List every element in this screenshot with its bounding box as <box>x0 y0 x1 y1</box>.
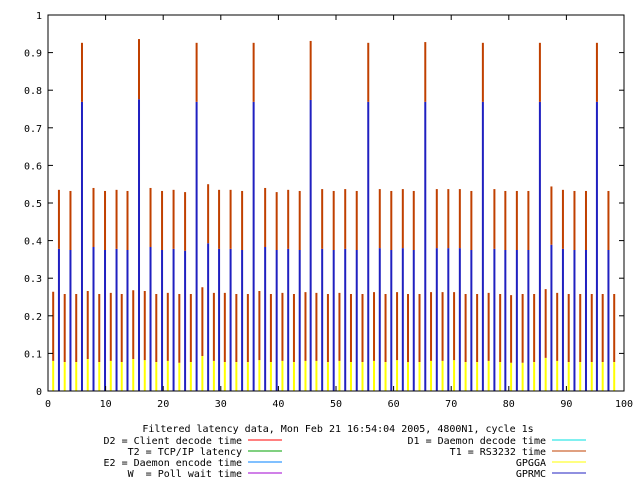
x-tick-label: 0 <box>45 399 51 410</box>
x-tick-label: 90 <box>560 399 572 410</box>
legend: D2 = Client decode time T2 = TCP/IP late… <box>104 436 586 480</box>
legend-label-d1: D1 = Daemon decode time <box>408 436 546 447</box>
x-tick-label: 70 <box>445 399 457 410</box>
y-tick-label: 0.4 <box>24 237 42 248</box>
y-tick-label: 0.1 <box>24 349 42 360</box>
x-tick-label: 80 <box>503 399 515 410</box>
legend-label-w: W = Poll wait time <box>128 469 242 480</box>
axes-layer: 00.10.20.30.40.50.60.70.80.910 10 20 30 40 50… <box>24 11 633 410</box>
legend-label-gprmc: GPRMC <box>516 469 546 480</box>
y-tick-label: 0.5 <box>24 199 42 210</box>
legend-label-t1: T1 = RS3232 time <box>450 447 546 458</box>
plot-border <box>47 14 625 392</box>
legend-label-gpgga: GPGGA <box>516 458 546 469</box>
x-tick-label: 40 <box>272 399 284 410</box>
y-tick-label: 0.7 <box>24 124 42 135</box>
bars-layer <box>52 39 616 391</box>
y-tick-label: 0 <box>36 387 42 398</box>
y-tick-label: 0.6 <box>24 161 42 172</box>
y-tick-label: 0.8 <box>24 86 42 97</box>
legend-label-t2: T2 = TCP/IP latency <box>128 447 242 458</box>
x-tick-label: 100 <box>615 399 633 410</box>
legend-label-d2: D2 = Client decode time <box>104 436 242 447</box>
y-tick-label: 1 <box>36 11 42 22</box>
y-tick-label: 0.2 <box>24 312 42 323</box>
x-tick-label: 30 <box>215 399 227 410</box>
legend-label-e2: E2 = Daemon encode time <box>104 458 242 469</box>
x-tick-label: 10 <box>100 399 112 410</box>
chart-title: Filtered latency data, Mon Feb 21 16:54:… <box>142 424 533 435</box>
y-tick-label: 0.9 <box>24 49 42 60</box>
x-tick-label: 50 <box>330 399 342 410</box>
x-tick-label: 60 <box>388 399 400 410</box>
x-tick-label: 20 <box>157 399 169 410</box>
y-tick-label: 0.3 <box>24 274 42 285</box>
